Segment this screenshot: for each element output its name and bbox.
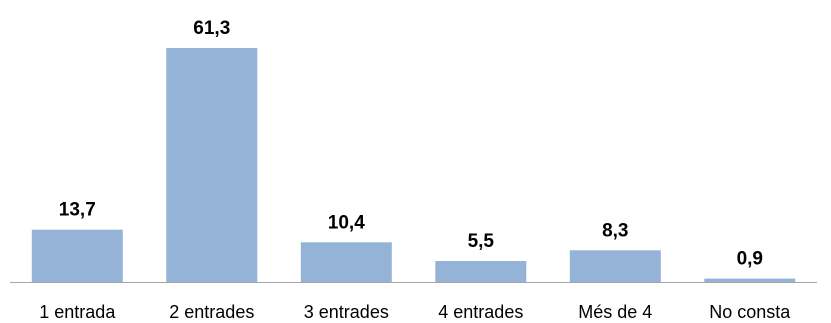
data-label-5: 8,3 xyxy=(602,220,628,241)
x-tick-label-6: No consta xyxy=(709,302,791,322)
data-label-4: 5,5 xyxy=(468,231,495,252)
bar-5 xyxy=(569,250,661,282)
bar-4 xyxy=(435,261,527,282)
x-tick-label-5: Més de 4 xyxy=(578,302,652,322)
data-label-2: 61,3 xyxy=(193,18,230,39)
data-label-3: 10,4 xyxy=(328,212,365,233)
x-tick-label-2: 2 entrades xyxy=(169,302,254,322)
bar-2 xyxy=(166,48,258,282)
bar-1 xyxy=(31,229,123,282)
bar-3 xyxy=(300,242,392,282)
data-label-1: 13,7 xyxy=(59,200,96,221)
data-labels-layer: 13,7 61,3 10,4 5,5 8,3 0,9 xyxy=(59,18,763,270)
x-tick-label-1: 1 entrada xyxy=(39,302,116,322)
bar-6 xyxy=(704,278,796,282)
x-tick-labels-layer: 1 entrada 2 entrades 3 entrades 4 entrades M… xyxy=(39,302,791,322)
x-tick-label-4: 4 entrades xyxy=(438,302,523,322)
bars-layer xyxy=(31,48,796,282)
x-tick-label-3: 3 entrades xyxy=(304,302,389,322)
data-label-6: 0,9 xyxy=(737,249,763,270)
